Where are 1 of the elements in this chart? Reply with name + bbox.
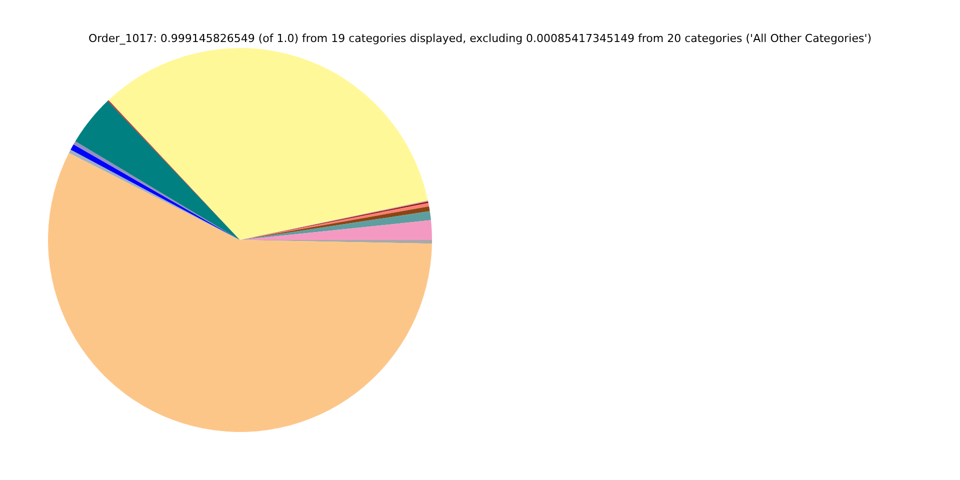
text: Order_1017: 0.999145826549 (of 1.0) from 19 categories displayed, excluding 0.00085417345149 from 20 categories ('All Other Categories') (87, 32, 873, 45)
